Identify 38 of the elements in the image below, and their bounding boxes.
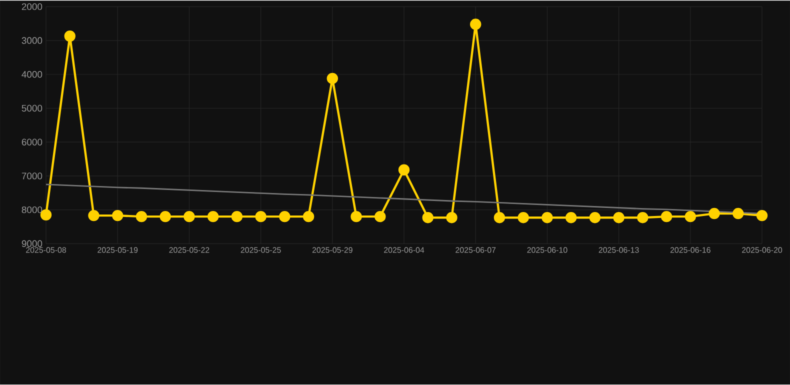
point bbox=[470, 18, 482, 30]
y-tick-label: 4000 bbox=[22, 71, 42, 78]
y-tick-label: 2000 bbox=[22, 3, 42, 10]
point bbox=[302, 211, 314, 222]
point bbox=[207, 211, 219, 222]
point bbox=[255, 211, 266, 222]
y-tick-label: 6000 bbox=[22, 138, 42, 146]
point bbox=[660, 211, 672, 222]
point bbox=[326, 73, 338, 84]
point bbox=[231, 211, 243, 222]
point bbox=[160, 211, 171, 222]
point bbox=[565, 212, 577, 224]
point bbox=[756, 210, 768, 222]
point bbox=[637, 212, 648, 224]
point bbox=[542, 212, 553, 224]
point bbox=[398, 164, 410, 176]
point bbox=[518, 212, 529, 224]
point bbox=[494, 212, 506, 224]
point bbox=[446, 212, 458, 224]
point bbox=[708, 208, 720, 220]
point bbox=[350, 211, 362, 222]
point bbox=[589, 212, 601, 224]
y-tick-label: 7000 bbox=[22, 172, 42, 180]
point bbox=[184, 211, 195, 222]
y-tick-label: 5000 bbox=[22, 105, 42, 112]
y-tick-label: 3000 bbox=[22, 37, 42, 44]
point bbox=[136, 211, 148, 222]
point bbox=[88, 210, 100, 222]
y-tick-label: 8000 bbox=[22, 206, 42, 214]
point bbox=[374, 211, 386, 222]
point bbox=[279, 211, 290, 222]
point bbox=[112, 210, 124, 222]
point bbox=[613, 212, 624, 224]
y-tick-label: 9000 bbox=[22, 240, 42, 248]
point bbox=[422, 212, 434, 224]
point bbox=[64, 30, 76, 42]
point bbox=[732, 208, 744, 220]
point bbox=[684, 211, 696, 222]
